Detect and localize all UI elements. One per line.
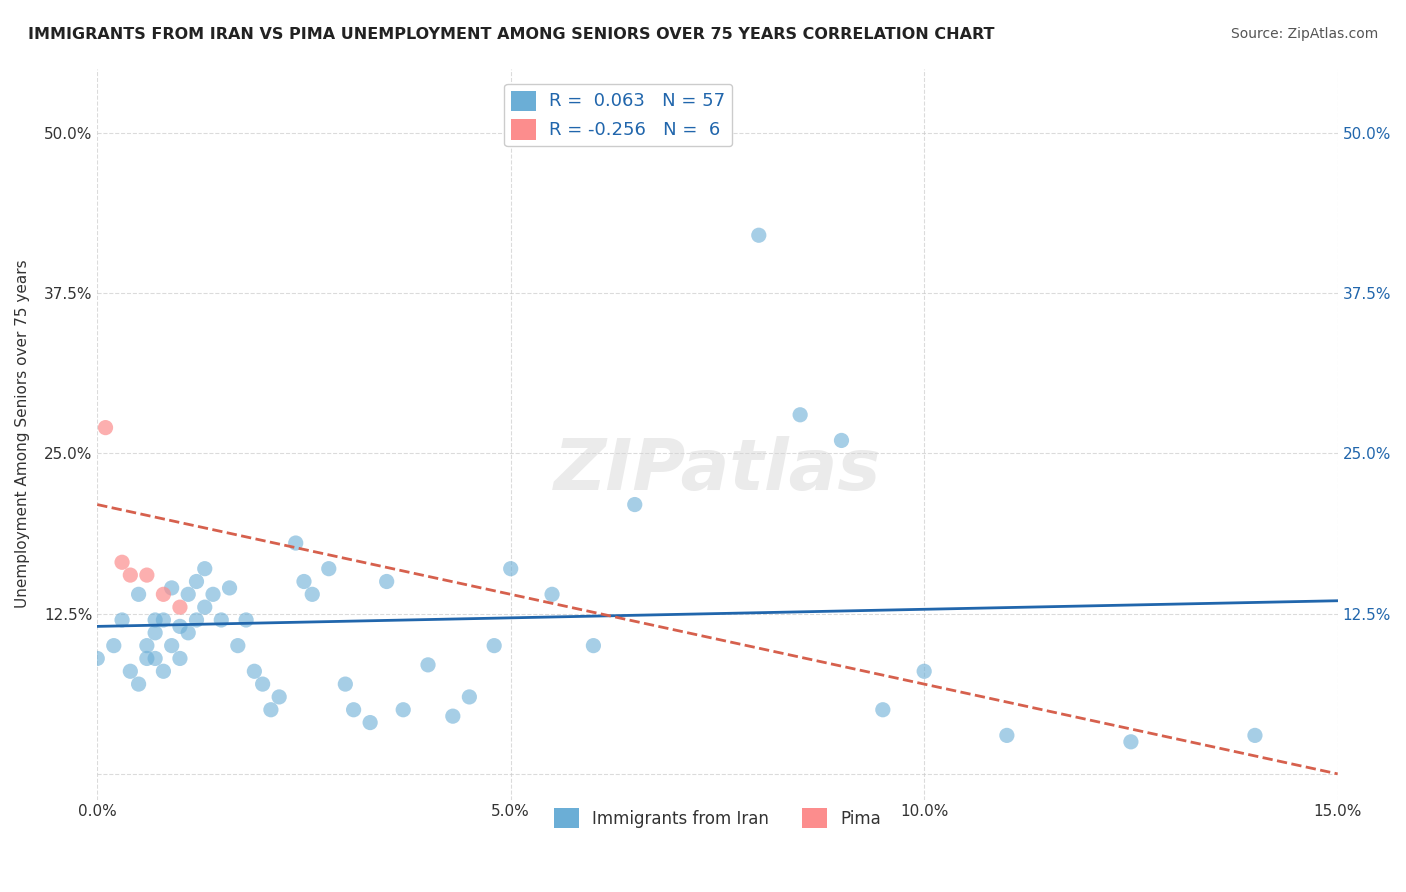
- Point: [135, 639, 157, 653]
- Point: [120, 665, 142, 679]
- Text: IMMIGRANTS FROM IRAN VS PIMA UNEMPLOYMENT AMONG SENIORS OVER 75 YEARS CORRELATIO: IMMIGRANTS FROM IRAN VS PIMA UNEMPLOYMEN…: [28, 27, 994, 42]
- Point: [143, 651, 166, 665]
- Point: [169, 651, 191, 665]
- Point: [152, 613, 174, 627]
- Point: [135, 568, 157, 582]
- Point: [359, 715, 381, 730]
- Y-axis label: Unemployment Among Seniors over 75 years: Unemployment Among Seniors over 75 years: [15, 260, 30, 608]
- Point: [94, 420, 117, 434]
- Point: [177, 587, 200, 601]
- Point: [541, 587, 564, 601]
- Point: [169, 619, 191, 633]
- Point: [995, 728, 1018, 742]
- Point: [135, 651, 157, 665]
- Point: [830, 434, 852, 448]
- Point: [152, 665, 174, 679]
- Point: [194, 600, 217, 615]
- Point: [872, 703, 894, 717]
- Point: [252, 677, 274, 691]
- Point: [143, 625, 166, 640]
- Point: [226, 639, 249, 653]
- Point: [128, 587, 150, 601]
- Point: [86, 651, 108, 665]
- Point: [441, 709, 464, 723]
- Point: [143, 613, 166, 627]
- Point: [111, 613, 134, 627]
- Point: [269, 690, 291, 704]
- Point: [458, 690, 481, 704]
- Point: [209, 613, 232, 627]
- Legend: Immigrants from Iran, Pima: Immigrants from Iran, Pima: [547, 801, 889, 835]
- Point: [342, 703, 364, 717]
- Point: [789, 408, 811, 422]
- Point: [499, 562, 522, 576]
- Point: [186, 613, 208, 627]
- Point: [177, 625, 200, 640]
- Point: [152, 587, 174, 601]
- Text: Source: ZipAtlas.com: Source: ZipAtlas.com: [1230, 27, 1378, 41]
- Point: [243, 665, 266, 679]
- Point: [482, 639, 505, 653]
- Point: [160, 639, 183, 653]
- Point: [416, 657, 439, 672]
- Text: ZIPatlas: ZIPatlas: [554, 436, 882, 505]
- Point: [1119, 735, 1142, 749]
- Point: [1244, 728, 1267, 742]
- Point: [582, 639, 605, 653]
- Point: [194, 562, 217, 576]
- Point: [623, 498, 645, 512]
- Point: [292, 574, 315, 589]
- Point: [335, 677, 357, 691]
- Point: [202, 587, 225, 601]
- Point: [912, 665, 935, 679]
- Point: [186, 574, 208, 589]
- Point: [392, 703, 415, 717]
- Point: [284, 536, 307, 550]
- Point: [128, 677, 150, 691]
- Point: [375, 574, 398, 589]
- Point: [748, 228, 770, 243]
- Point: [169, 600, 191, 615]
- Point: [260, 703, 283, 717]
- Point: [103, 639, 125, 653]
- Point: [120, 568, 142, 582]
- Point: [218, 581, 240, 595]
- Point: [318, 562, 340, 576]
- Point: [301, 587, 323, 601]
- Point: [160, 581, 183, 595]
- Point: [111, 555, 134, 569]
- Point: [235, 613, 257, 627]
